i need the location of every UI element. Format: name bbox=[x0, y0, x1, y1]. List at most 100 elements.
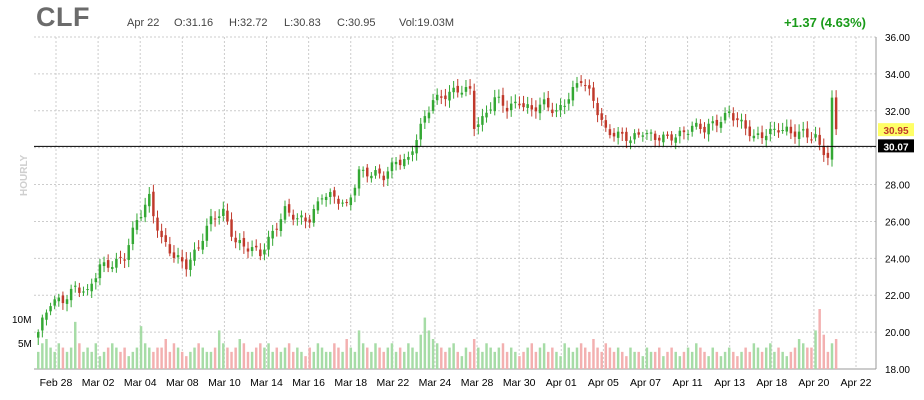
volume-bar bbox=[625, 356, 628, 369]
candle-body bbox=[629, 140, 632, 144]
volume-bar bbox=[106, 347, 110, 369]
volume-bar bbox=[45, 339, 48, 369]
candle-body bbox=[189, 259, 192, 270]
volume-bar bbox=[740, 351, 743, 369]
candle-body bbox=[300, 215, 303, 218]
y-tick-label: 26.00 bbox=[885, 217, 910, 228]
candle-body bbox=[213, 218, 217, 220]
candle-body bbox=[719, 121, 723, 128]
candle-body bbox=[160, 230, 163, 238]
candle-body bbox=[748, 126, 751, 137]
volume-bar bbox=[185, 356, 188, 369]
volume-bar bbox=[242, 343, 246, 369]
volume-bar bbox=[259, 343, 262, 369]
volume-bar bbox=[551, 347, 554, 369]
volume-bar bbox=[575, 347, 579, 369]
candle-body bbox=[534, 107, 538, 112]
candle-body bbox=[205, 225, 209, 241]
volume-bar bbox=[732, 351, 735, 369]
volume-bar bbox=[82, 351, 85, 369]
candle-body bbox=[604, 120, 608, 128]
volume-bar bbox=[172, 343, 176, 369]
candle-body bbox=[514, 101, 517, 104]
x-tick-label: Mar 18 bbox=[334, 377, 367, 389]
volume-bar bbox=[370, 351, 373, 369]
volume-bar bbox=[448, 347, 451, 369]
candle-body bbox=[139, 216, 143, 219]
candle-body bbox=[814, 134, 817, 138]
volume-bar bbox=[283, 347, 287, 369]
candle-body bbox=[526, 104, 529, 108]
x-tick-label: Apr 18 bbox=[756, 377, 787, 389]
candle-body bbox=[341, 202, 344, 204]
x-tick-label: Apr 01 bbox=[546, 377, 577, 389]
candle-body bbox=[567, 99, 571, 104]
volume-bar bbox=[423, 317, 427, 369]
candle-body bbox=[760, 132, 764, 139]
candle-body bbox=[690, 125, 694, 132]
candle-body bbox=[226, 210, 229, 222]
volume-bar bbox=[621, 351, 624, 369]
candle-body bbox=[822, 145, 826, 156]
volume-bar bbox=[653, 351, 657, 369]
volume-bar bbox=[279, 351, 283, 369]
volume-bar bbox=[645, 347, 649, 369]
volume-bar bbox=[49, 347, 52, 369]
candle-body bbox=[394, 161, 398, 165]
volume-bar bbox=[542, 343, 546, 369]
candle-body bbox=[645, 133, 649, 135]
volume-bar bbox=[481, 351, 484, 369]
y-tick-label: 20.00 bbox=[885, 328, 910, 339]
candle-body bbox=[509, 103, 513, 111]
quote-low: L:30.83 bbox=[284, 17, 321, 29]
volume-bar bbox=[164, 339, 167, 369]
candlesticks[interactable] bbox=[37, 75, 838, 346]
candle-body bbox=[94, 278, 98, 283]
volume-bar bbox=[131, 351, 135, 369]
volume-bar bbox=[250, 351, 254, 369]
volume-bar bbox=[300, 351, 303, 369]
candle-body bbox=[538, 104, 542, 114]
volume-bar bbox=[489, 347, 492, 369]
candle-body bbox=[444, 95, 447, 100]
candle-body bbox=[637, 132, 640, 135]
x-tick-label: Apr 13 bbox=[714, 377, 745, 389]
volume-bar bbox=[699, 347, 702, 369]
candle-body bbox=[361, 169, 365, 171]
volume-bar bbox=[514, 351, 517, 369]
candle-body bbox=[485, 112, 488, 118]
candle-body bbox=[563, 105, 566, 107]
volume-bar bbox=[493, 351, 496, 369]
volume-bar bbox=[830, 343, 834, 369]
candle-body bbox=[448, 91, 451, 101]
volume-bar bbox=[176, 347, 180, 369]
volume-bar bbox=[526, 347, 529, 369]
candle-body bbox=[275, 228, 279, 230]
candle-body bbox=[135, 220, 139, 230]
volume-bar bbox=[764, 347, 768, 369]
volume-bars bbox=[37, 309, 838, 369]
candle-body bbox=[164, 235, 167, 243]
candle-body bbox=[176, 255, 180, 258]
x-tick-label: Mar 22 bbox=[376, 377, 409, 389]
volume-bar bbox=[205, 351, 209, 369]
candle-body bbox=[217, 216, 221, 218]
candle-body bbox=[382, 175, 385, 181]
volume-bar bbox=[341, 351, 344, 369]
volume-bar bbox=[378, 347, 381, 369]
candle-body bbox=[185, 259, 188, 270]
candle-body bbox=[156, 217, 159, 231]
grid bbox=[34, 36, 877, 370]
volume-bar bbox=[633, 351, 636, 369]
volume-bar bbox=[571, 351, 575, 369]
volume-bar bbox=[135, 347, 139, 369]
candle-body bbox=[308, 219, 311, 223]
candle-body bbox=[41, 317, 44, 331]
candle-body bbox=[801, 129, 805, 131]
candle-body bbox=[197, 247, 200, 249]
candle-body bbox=[390, 162, 394, 172]
x-tick-label: Mar 24 bbox=[419, 377, 452, 389]
volume-bar bbox=[61, 347, 65, 369]
candle-body bbox=[497, 96, 501, 98]
